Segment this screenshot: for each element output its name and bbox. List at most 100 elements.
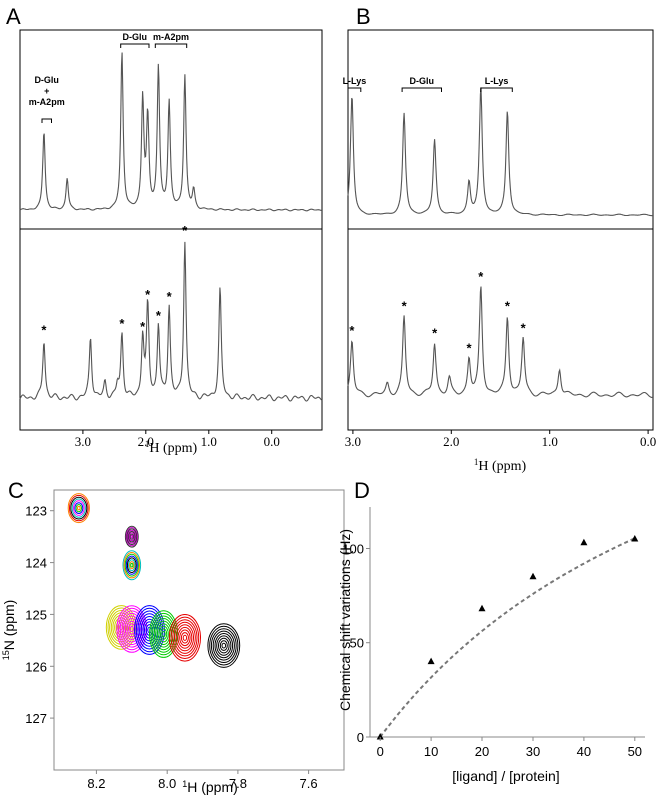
panel-c-peak-6-contour-2 (160, 628, 168, 640)
panel-c-peak-2-contour-2 (129, 561, 135, 570)
panel-a-bottom-spectrum (19, 241, 323, 402)
panel-a-peak-star-6: * (145, 287, 151, 302)
panel-c-peak-2-contour-6 (124, 553, 139, 577)
panel-b-peak-star-8: * (521, 320, 527, 335)
panel-a-x-tick-label-0: 3.0 (75, 434, 91, 449)
panel-a-annotation-bracket-2 (41, 118, 52, 123)
panel-c-x-tick-label-3: 7.6 (300, 776, 318, 791)
panel-b-x-axis-label: 1H (ppm) (474, 457, 527, 474)
panel-c-peak-2-contour-3 (128, 559, 136, 572)
panel-b-x-tick-label-3: 0.0 (640, 434, 656, 449)
panel-c-peak-8-contour-5 (214, 633, 234, 659)
panel-d-titration: 0 10 20 30 40 50 0 50 100 [ligand] / [protein] C… (337, 507, 645, 784)
panel-c-peak-7-contour-2 (180, 632, 189, 644)
panel-c-peak-8-contour-3 (218, 637, 230, 654)
panel-c-peak-6-contour-8 (150, 612, 177, 656)
panel-a-annotation-2-line-1: + (44, 86, 49, 96)
panel-a-peak-star-5: * (140, 319, 146, 334)
panel-a-frame (19, 29, 323, 431)
panel-c-peak-7-contour-5 (175, 624, 194, 652)
panel-b-annotation-0: L-Lys (343, 76, 367, 86)
panel-c-peak-7-contour-4 (177, 626, 193, 649)
panel-c-peak-2-contour-7 (123, 552, 141, 579)
panel-c-peak-8-contour-7 (210, 628, 237, 663)
panel-a-peak-star-9: * (182, 223, 188, 238)
panel-c-x-tick-label-2: 7.8 (229, 776, 247, 791)
panel-c-y-tick-label-1: 124 (25, 556, 47, 571)
panel-b-peak-star-2: * (402, 299, 408, 314)
panel-c-peak-5-contour-9 (134, 605, 165, 655)
panel-c-peak-1-contour-8 (124, 525, 139, 548)
panel-c-peak-8-contour-6 (212, 630, 235, 661)
panel-d-y-tick-label-0: 0 (357, 730, 364, 745)
panel-c-peak-7-contour-7 (172, 619, 198, 657)
panel-a-annotation-2-line-2: m-A2pm (29, 97, 65, 107)
panel-c-peak-8-contour-9 (207, 623, 241, 668)
panel-a-annotation-1: m-A2pm (153, 32, 189, 42)
panel-c-peak-8-contour-4 (216, 635, 232, 656)
panel-label-a: A (6, 4, 21, 29)
panel-b-annotation-bracket-1 (401, 87, 442, 92)
panel-a-annotation-0: D-Glu (123, 32, 148, 42)
panel-b-annotation-bracket-2 (480, 87, 513, 92)
panel-a-peak-star-8: * (167, 289, 173, 304)
panel-c-peak-5-contour-8 (135, 607, 164, 653)
panel-b-annotation-2: L-Lys (485, 76, 509, 86)
panel-c-peak-3-contour-5 (112, 614, 130, 641)
panel-label-c: C (8, 478, 24, 503)
panel-d-x-tick-label-2: 20 (475, 744, 489, 759)
panel-d-x-tick-label-1: 10 (424, 744, 438, 759)
panel-c-peak-0-contour-8 (67, 493, 90, 524)
panel-d-y-tick-label-1: 50 (350, 636, 364, 651)
panel-label-b: B (356, 4, 371, 29)
panel-b-peak-star-6: * (478, 269, 484, 284)
panel-c-peak-8-contour-2 (219, 640, 228, 651)
panel-b-x-tick-label-1: 2.0 (443, 434, 459, 449)
panel-a-annotation-bracket-1 (154, 43, 188, 48)
panel-c-peak-8-contour-1 (221, 642, 227, 649)
panel-c-x-tick-label-1: 8.0 (158, 776, 176, 791)
panel-b-bottom-spectrum (347, 286, 654, 398)
panel-c-peak-7-contour-8 (170, 616, 200, 659)
panel-a-x-tick-label-1: 2.0 (138, 434, 154, 449)
panel-b-x-tick-label-2: 1.0 (542, 434, 558, 449)
panel-c-peak-0-contour-7 (69, 494, 89, 522)
panel-c-peak-1-contour-5 (127, 529, 137, 544)
panel-c-peak-6-contour-3 (158, 625, 169, 643)
panel-a-annotation-bracket-0 (120, 43, 150, 48)
panel-c-peak-7-contour-9 (168, 614, 201, 662)
panel-a-x-tick-label-3: 0.0 (264, 434, 280, 449)
panel-d-x-tick-label-5: 50 (628, 744, 642, 759)
panel-c-peak-1-contour-4 (128, 531, 136, 543)
panel-c-peak-0-contour-1 (77, 505, 81, 511)
panel-b-peak-star-7: * (505, 299, 511, 314)
panel-c-peak-2-contour-8 (122, 550, 142, 581)
panel-label-d: D (354, 478, 370, 503)
panel-c-peak-2-contour-4 (126, 557, 137, 574)
panel-c-peak-1-contour-2 (129, 533, 134, 540)
panel-c-peak-0-contour-5 (71, 498, 86, 518)
panel-a-top-spectrum (19, 52, 323, 212)
panel-a-x-tick-label-2: 1.0 (201, 434, 217, 449)
panel-c-peak-1-contour-6 (126, 528, 138, 546)
panel-d-data-point-4 (580, 538, 588, 546)
panel-b-annotation-1: D-Glu (410, 76, 435, 86)
panel-c-peak-2-contour-5 (125, 555, 138, 575)
panel-d-data-point-2 (478, 604, 486, 612)
panel-d-x-tick-label-4: 40 (577, 744, 591, 759)
panel-c-peak-1-contour-7 (125, 527, 138, 547)
panel-c-y-tick-label-4: 127 (25, 711, 47, 726)
panel-a-peak-star-4: * (119, 316, 125, 331)
panel-c-peak-0-contour-3 (74, 502, 84, 515)
panel-c-peak-1-contour-3 (128, 532, 135, 542)
panel-b-x-tick-label-0: 3.0 (345, 434, 361, 449)
panel-b-peak-star-5: * (466, 341, 472, 356)
panel-c-peak-2-contour-1 (130, 562, 134, 568)
panel-c-hsqc: 8.2 8.0 7.8 7.6 123 124 125 126 127 1H (ppm) 15N… (1, 489, 345, 795)
panel-c-peak-8-contour-8 (209, 625, 239, 666)
panel-b-peak-star-3: * (432, 326, 438, 341)
panel-d-data-point-0 (376, 733, 384, 740)
panel-a-peak-star-0: * (41, 322, 47, 337)
panel-d-data-point-3 (529, 572, 537, 580)
